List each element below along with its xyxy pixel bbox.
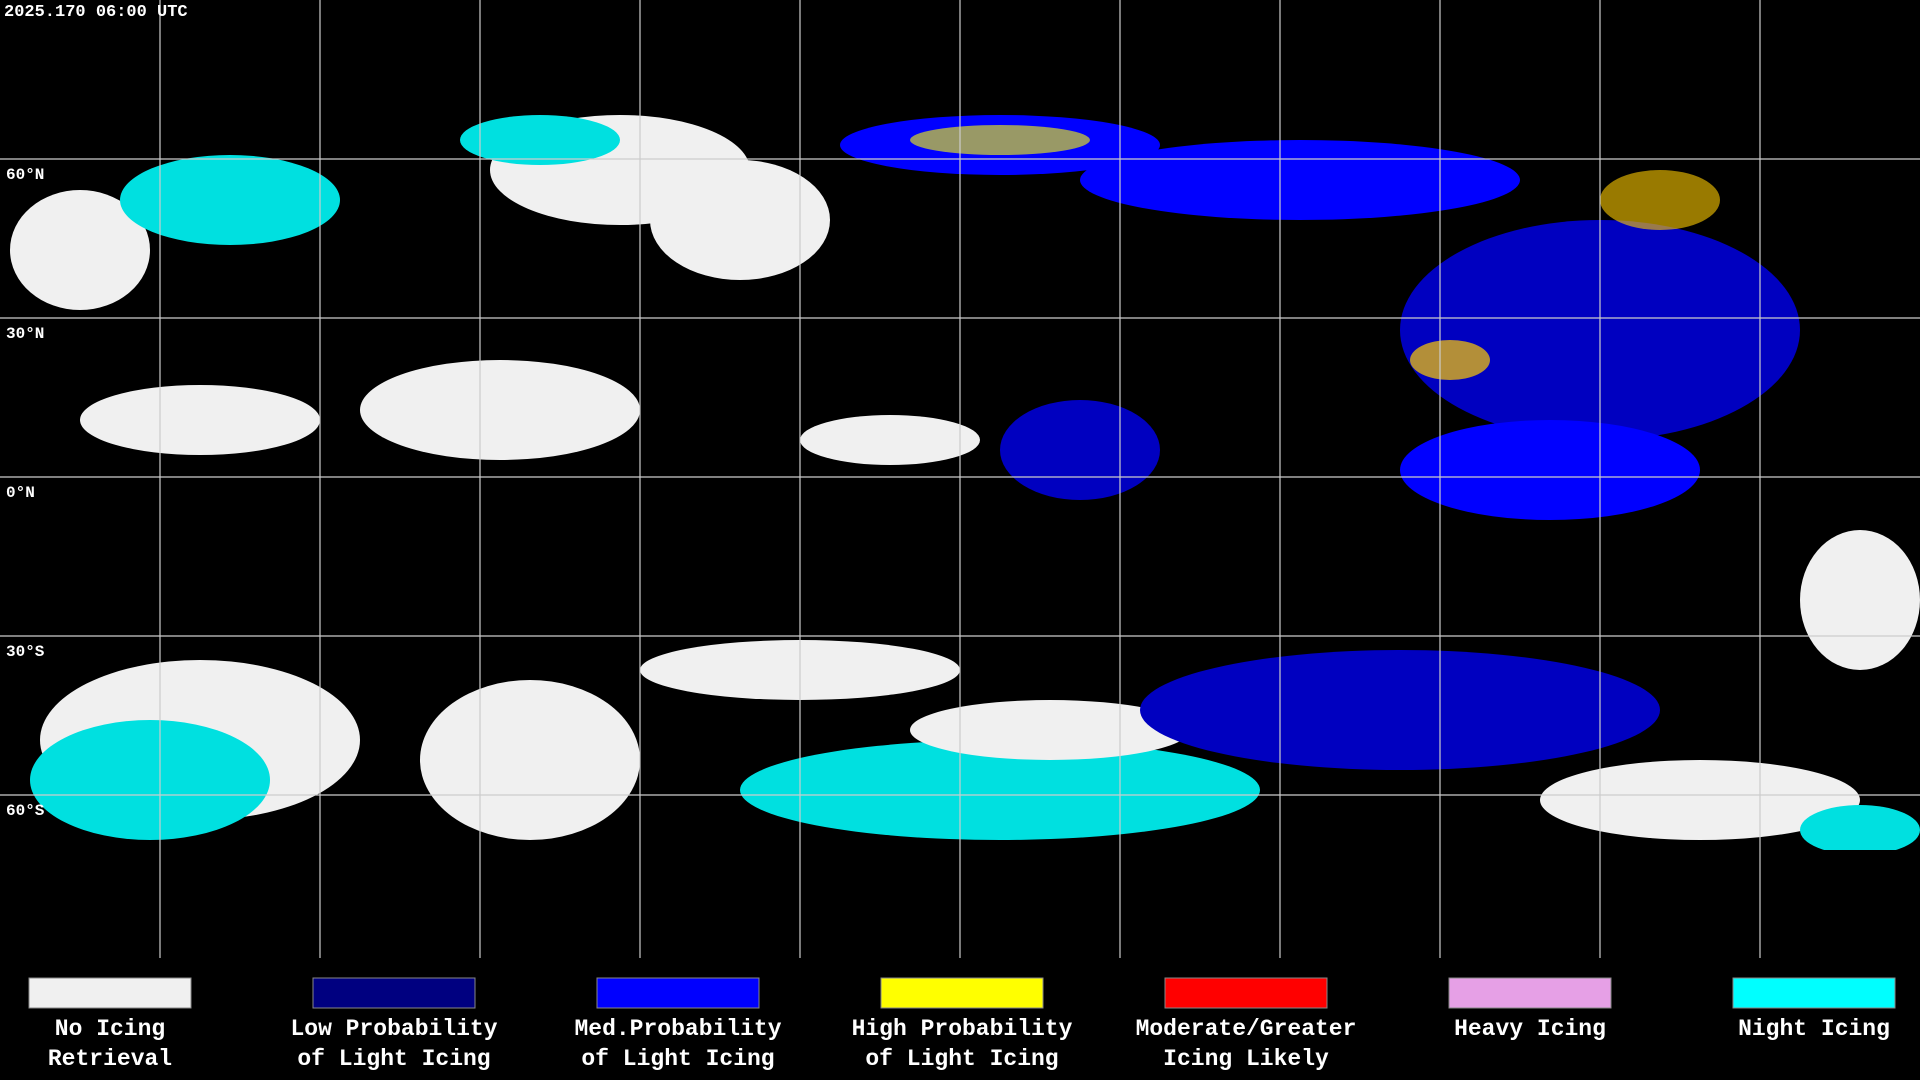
legend-swatch xyxy=(880,977,1044,1009)
legend-label: Night Icing xyxy=(1738,1016,1890,1042)
legend-label: Moderate/Greater xyxy=(1136,1016,1357,1042)
latitude-label: 0°N xyxy=(6,484,35,502)
latitude-label: 60°S xyxy=(6,802,45,820)
latitude-label: 30°S xyxy=(6,643,45,661)
legend-label: of Light Icing xyxy=(297,1046,490,1072)
cloud xyxy=(650,160,830,280)
legend-label: of Light Icing xyxy=(581,1046,774,1072)
legend-label: Low Probability xyxy=(290,1016,497,1042)
cloud xyxy=(800,415,980,465)
legend-label: Med.Probability xyxy=(574,1016,781,1042)
cloud xyxy=(1600,170,1720,230)
legend-swatch xyxy=(1164,977,1328,1009)
legend-label: Icing Likely xyxy=(1163,1046,1329,1072)
legend-swatch xyxy=(1448,977,1612,1009)
cloud xyxy=(360,360,640,460)
legend: No Icing Retrieval Low Probability of Light… xyxy=(28,977,1896,1072)
cloud xyxy=(80,385,320,455)
cloud xyxy=(460,115,620,165)
legend-swatch xyxy=(596,977,760,1009)
latitude-label: 60°N xyxy=(6,166,44,184)
legend-label: of Light Icing xyxy=(865,1046,1058,1072)
legend-label: No Icing xyxy=(55,1016,165,1042)
cloud xyxy=(1000,400,1160,500)
legend-swatch xyxy=(1732,977,1896,1009)
cloud xyxy=(420,680,640,840)
cloud xyxy=(910,125,1090,155)
cloud xyxy=(1540,760,1860,840)
cloud xyxy=(10,190,150,310)
cloud xyxy=(1410,340,1490,380)
legend-swatch xyxy=(28,977,192,1009)
cloud xyxy=(30,720,270,840)
cloud xyxy=(1800,805,1920,855)
legend-label: Retrieval xyxy=(48,1046,172,1072)
cloud xyxy=(1400,420,1700,520)
legend-label: High Probability xyxy=(852,1016,1073,1042)
cloud xyxy=(1080,140,1520,220)
grid: 60°N 30°N 0°N 30°S 60°S xyxy=(0,0,1920,958)
latitude-label: 30°N xyxy=(6,325,44,343)
cloud xyxy=(120,155,340,245)
cloud xyxy=(740,740,1260,840)
cloud xyxy=(1140,650,1660,770)
legend-label: Heavy Icing xyxy=(1454,1016,1606,1042)
cloud xyxy=(1800,530,1920,670)
legend-swatch xyxy=(312,977,476,1009)
timestamp: 2025.170 06:00 UTC xyxy=(4,3,188,22)
